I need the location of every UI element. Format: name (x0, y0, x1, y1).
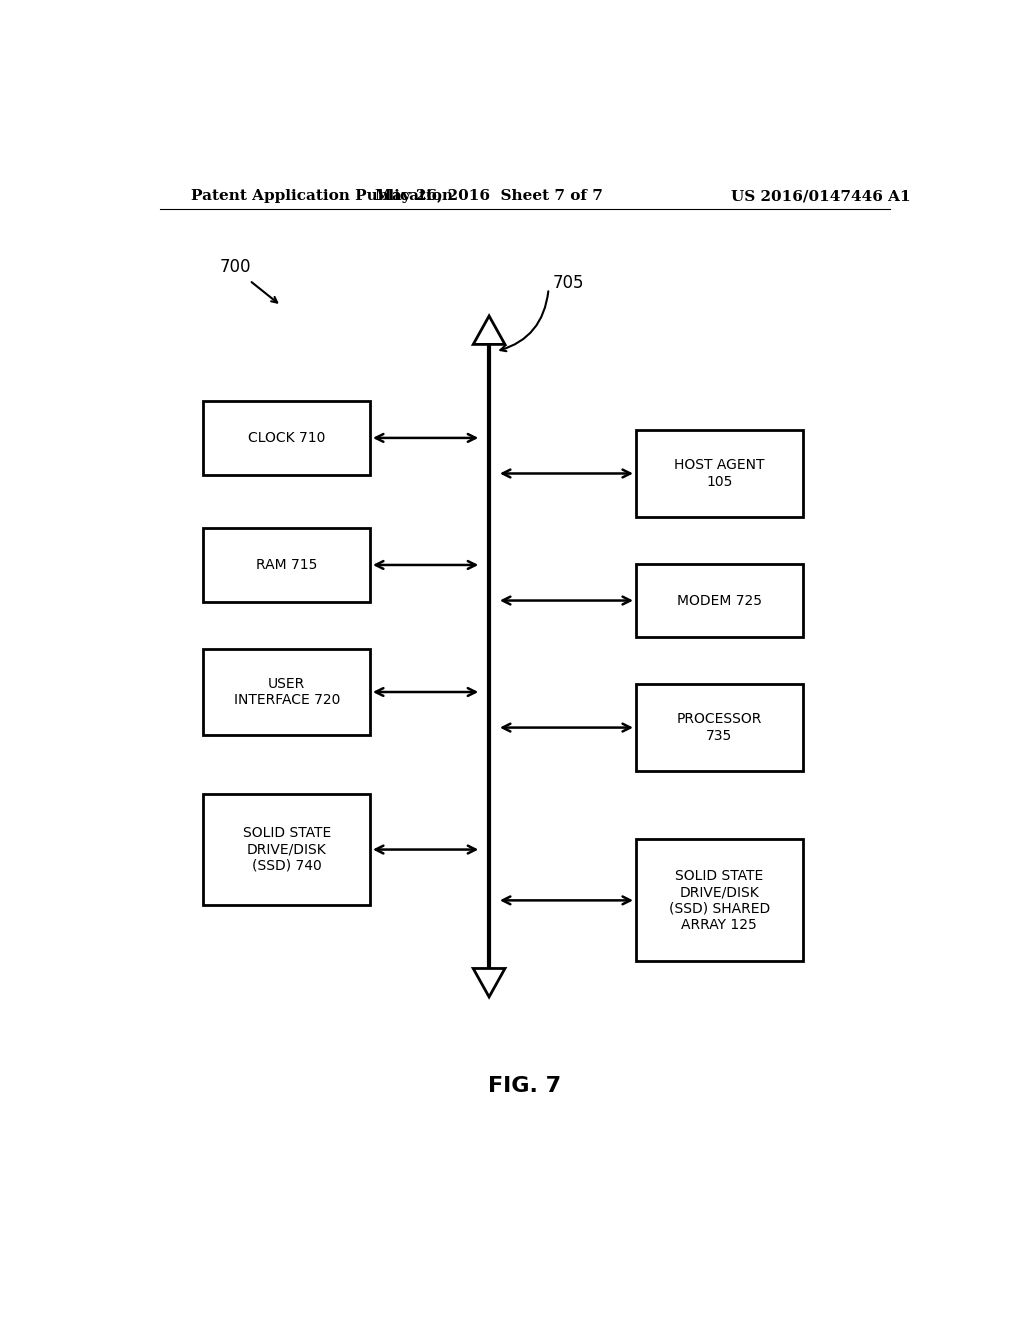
Text: SOLID STATE
DRIVE/DISK
(SSD) SHARED
ARRAY 125: SOLID STATE DRIVE/DISK (SSD) SHARED ARRA… (669, 869, 770, 932)
Text: SOLID STATE
DRIVE/DISK
(SSD) 740: SOLID STATE DRIVE/DISK (SSD) 740 (243, 826, 331, 873)
FancyArrow shape (473, 315, 505, 345)
Text: MODEM 725: MODEM 725 (677, 594, 762, 607)
Text: FIG. 7: FIG. 7 (488, 1076, 561, 1097)
FancyBboxPatch shape (636, 564, 803, 638)
FancyBboxPatch shape (636, 684, 803, 771)
Text: US 2016/0147446 A1: US 2016/0147446 A1 (731, 189, 910, 203)
Text: Patent Application Publication: Patent Application Publication (191, 189, 454, 203)
Text: PROCESSOR
735: PROCESSOR 735 (677, 713, 762, 743)
Text: 705: 705 (553, 275, 584, 293)
Text: 700: 700 (219, 259, 251, 276)
FancyBboxPatch shape (636, 840, 803, 961)
FancyArrow shape (473, 969, 505, 997)
Text: CLOCK 710: CLOCK 710 (248, 430, 326, 445)
FancyBboxPatch shape (636, 430, 803, 516)
Text: RAM 715: RAM 715 (256, 558, 317, 572)
FancyBboxPatch shape (204, 528, 370, 602)
Text: May 26, 2016  Sheet 7 of 7: May 26, 2016 Sheet 7 of 7 (375, 189, 603, 203)
FancyBboxPatch shape (204, 649, 370, 735)
FancyBboxPatch shape (204, 401, 370, 474)
FancyBboxPatch shape (204, 793, 370, 906)
Text: HOST AGENT
105: HOST AGENT 105 (674, 458, 765, 488)
Text: USER
INTERFACE 720: USER INTERFACE 720 (233, 677, 340, 708)
